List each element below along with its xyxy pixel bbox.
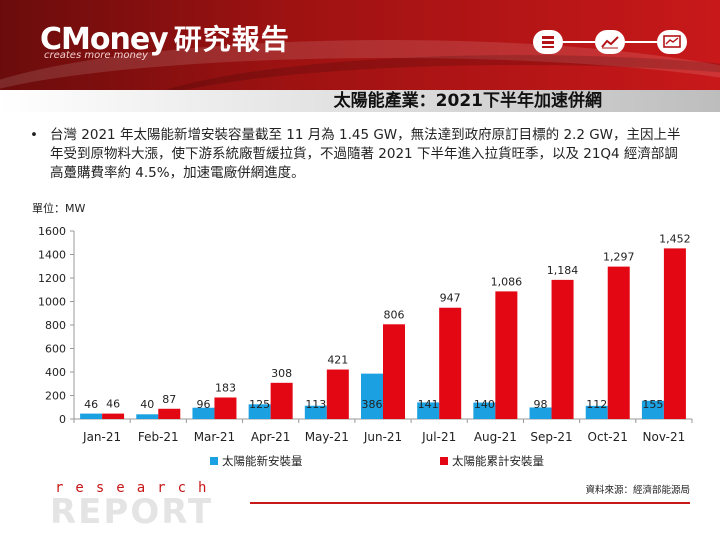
data-label-new: 141 xyxy=(418,398,439,411)
data-label-new: 140 xyxy=(474,398,495,411)
legend-cumulative-label: 太陽能累計安裝量 xyxy=(452,454,544,468)
legend-new-install-label: 太陽能新安裝量 xyxy=(222,454,303,468)
bar-cumulative xyxy=(663,248,686,419)
bar-cumulative xyxy=(383,324,405,419)
logo-suffix: 研究報告 xyxy=(173,23,290,56)
header-connector-line xyxy=(625,41,657,43)
x-tick-label: Mar-21 xyxy=(194,430,235,444)
bar-new-install xyxy=(361,373,383,419)
x-tick-label: Jul-21 xyxy=(421,430,456,444)
bar-new-install xyxy=(529,407,552,419)
header-banner: CMoney 研究報告 creates more money xyxy=(0,0,720,90)
x-tick-label: May-21 xyxy=(305,430,349,444)
bullet-paragraph: • 台灣 2021 年太陽能新增安裝容量截至 11 月為 1.45 GW，無法達… xyxy=(30,126,690,183)
data-label-new: 46 xyxy=(84,398,98,411)
y-tick-label: 1400 xyxy=(38,249,66,262)
source-note: 資料來源：經濟部能源局 xyxy=(585,485,690,496)
data-label-new: 125 xyxy=(249,398,270,411)
data-label-cumulative: 421 xyxy=(327,354,348,367)
x-tick-label: Feb-21 xyxy=(138,430,179,444)
bar-new-install xyxy=(192,407,215,419)
legend-new-install-swatch xyxy=(210,457,218,465)
y-tick-label: 600 xyxy=(45,343,66,356)
data-label-new: 98 xyxy=(534,398,548,411)
bar-new-install xyxy=(248,404,271,419)
logo-text: CMoney xyxy=(40,22,169,57)
bar-cumulative xyxy=(214,397,237,419)
data-label-cumulative: 1,184 xyxy=(547,264,579,277)
x-tick-label: Nov-21 xyxy=(643,430,686,444)
data-label-new: 96 xyxy=(196,398,210,411)
bar-cumulative xyxy=(551,279,574,419)
banner-wave-shadow xyxy=(120,55,720,90)
bar-cumulative xyxy=(495,291,518,419)
y-tick-label: 1000 xyxy=(38,296,66,309)
x-tick-label: Sep-21 xyxy=(530,430,572,444)
x-tick-label: Jun-21 xyxy=(363,430,402,444)
monitor-chart-icon[interactable] xyxy=(657,30,687,54)
logo-tagline: creates more money xyxy=(44,50,148,61)
y-tick-label: 0 xyxy=(59,413,66,426)
y-tick-label: 800 xyxy=(45,319,66,332)
bullet-dot: • xyxy=(30,127,38,143)
bar-cumulative xyxy=(439,307,462,419)
bar-new-install xyxy=(417,402,440,419)
y-tick-label: 1200 xyxy=(38,272,66,285)
footer-research-text: research xyxy=(55,480,219,496)
data-label-cumulative: 183 xyxy=(215,381,236,394)
data-label-new: 40 xyxy=(140,398,154,411)
x-tick-label: Aug-21 xyxy=(474,430,517,444)
bar-cumulative xyxy=(607,266,630,419)
data-label-new: 155 xyxy=(642,398,663,411)
bar-cumulative xyxy=(102,413,125,419)
data-label-cumulative: 806 xyxy=(384,308,405,321)
x-tick-label: Jan-21 xyxy=(82,430,121,444)
y-tick-label: 400 xyxy=(45,366,66,379)
bar-new-install xyxy=(585,405,608,419)
x-tick-label: Oct-21 xyxy=(588,430,628,444)
data-label-cumulative: 1,297 xyxy=(603,251,635,264)
bar-new-install xyxy=(304,405,327,419)
bar-chart: 0 200 400 600 800 1000 1200 1400 1600 Jan-21 46 46 F… xyxy=(38,225,693,468)
bar-cumulative xyxy=(270,382,293,419)
data-label-new: 113 xyxy=(305,398,326,411)
stack-icon[interactable] xyxy=(533,30,563,54)
data-label-cumulative: 87 xyxy=(162,393,176,406)
data-label-new: 112 xyxy=(586,398,607,411)
footer-report-watermark: REPORT xyxy=(50,492,214,532)
bullet-text: 台灣 2021 年太陽能新增安裝容量截至 11 月為 1.45 GW，無法達到政… xyxy=(50,127,681,181)
bar-cumulative xyxy=(158,408,181,419)
slide-title: 太陽能產業：2021下半年加速併網 xyxy=(333,91,602,111)
bar-new-install xyxy=(80,413,103,419)
data-label-cumulative: 308 xyxy=(271,367,292,380)
title-band xyxy=(0,90,720,112)
data-label-cumulative: 947 xyxy=(440,292,461,305)
legend-cumulative-swatch xyxy=(440,457,448,465)
data-label-cumulative: 1,086 xyxy=(491,275,523,288)
bar-new-install xyxy=(136,414,159,419)
trend-chart-icon[interactable] xyxy=(595,30,625,54)
bar-new-install xyxy=(473,402,496,419)
header-connector-line xyxy=(563,41,595,43)
x-tick-label: Apr-21 xyxy=(251,430,291,444)
data-label-cumulative: 1,452 xyxy=(659,232,691,245)
cmoney-logo: CMoney 研究報告 xyxy=(40,18,290,58)
unit-label: 單位：MW xyxy=(32,202,86,215)
data-label-cumulative: 46 xyxy=(106,398,120,411)
footer-line xyxy=(250,502,690,504)
y-tick-label: 1600 xyxy=(38,225,66,238)
bar-cumulative xyxy=(326,369,349,419)
y-tick-label: 200 xyxy=(45,390,66,403)
data-label-new: 386 xyxy=(362,398,383,411)
bar-new-install xyxy=(641,400,664,419)
